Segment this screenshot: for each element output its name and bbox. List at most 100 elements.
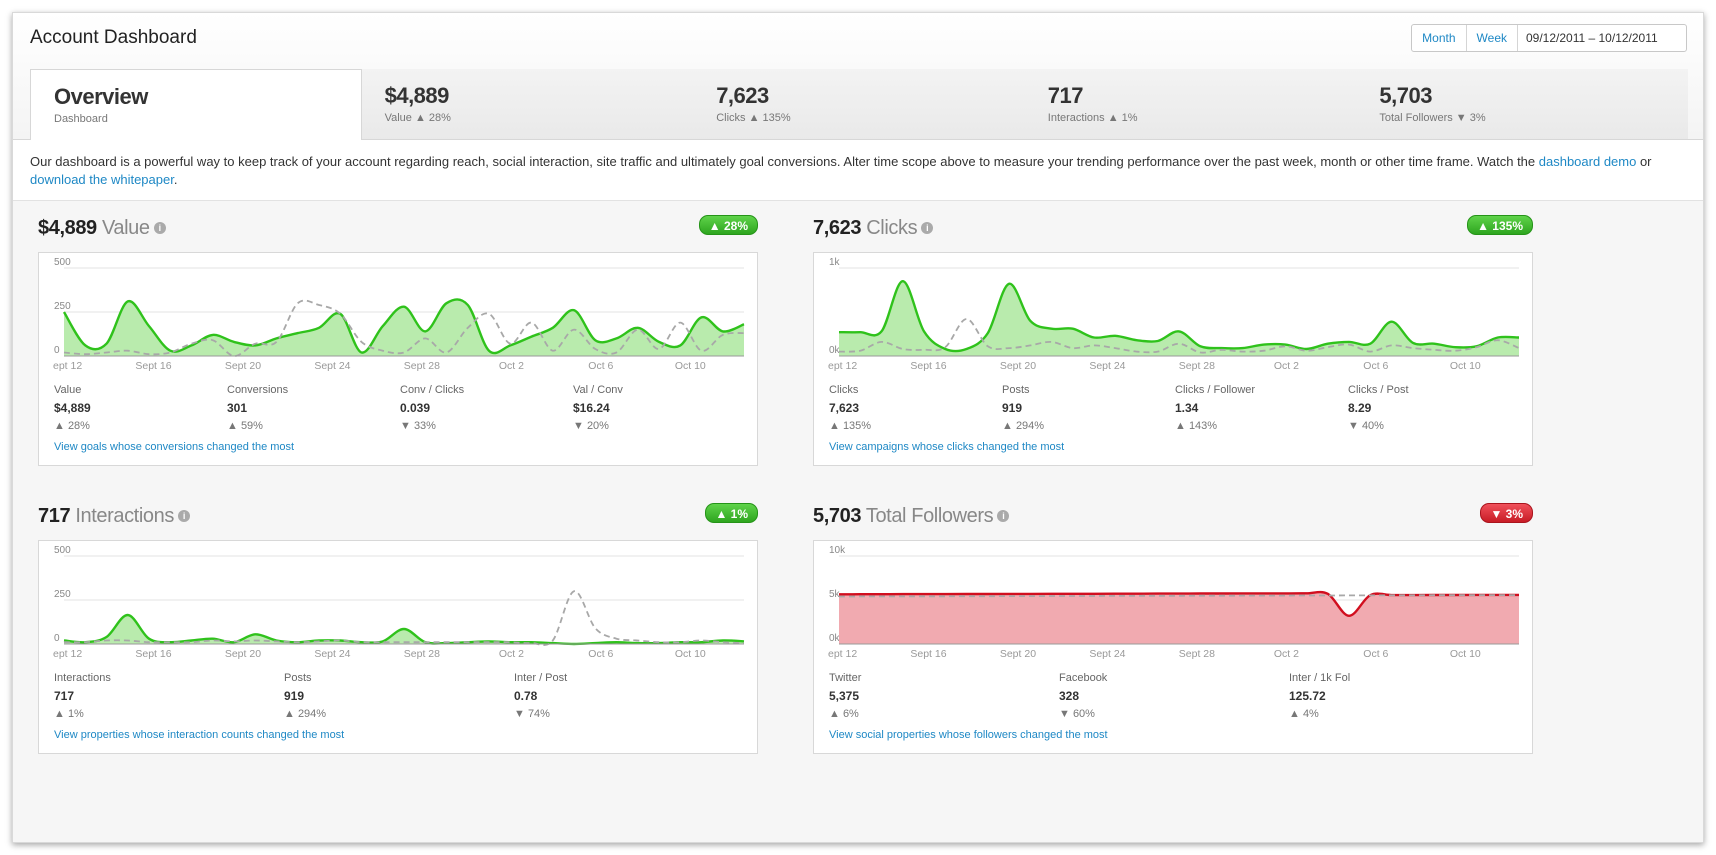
metric-tabs: Overview Dashboard $4,889 Value ▲ 28% 7,…	[30, 69, 1688, 140]
stat-change: ▲ 1%	[54, 708, 84, 720]
stat-label: Value	[54, 384, 82, 396]
previous-period-line	[838, 594, 1519, 598]
tab-overview[interactable]: Overview Dashboard	[30, 69, 362, 140]
social-properties-link[interactable]: View social properties whose followers c…	[829, 729, 1108, 741]
value-chart: 500 250 0 ept 12 Sept 16 Sept 20 Sept 24 Sept 2…	[53, 257, 745, 372]
chart-card: 1k 0k ept 12 Sept 16 Sept 20 Sept 24 Sept 28 Oc…	[813, 252, 1533, 466]
tab-big-text: Overview	[54, 84, 148, 109]
stat-facebook: Facebook 328 ▼ 60%	[1059, 672, 1289, 720]
panel-title-label: Interactions	[75, 505, 174, 527]
stat-number: 717	[54, 689, 75, 703]
series-area	[839, 281, 1519, 356]
y-tick-label: 250	[54, 589, 71, 600]
properties-link[interactable]: View properties whose interaction counts…	[54, 729, 345, 741]
interactions-panel: 717 Interactions i ▲ 1% 500 250 0 ept 12 Sept…	[38, 503, 758, 803]
stat-label: Conversions	[227, 384, 289, 396]
panel-title-label: Value	[101, 217, 150, 239]
x-tick-label: Sept 28	[1179, 648, 1215, 660]
stats-row: Twitter 5,375 ▲ 6% Facebook 328 ▼ 60% In…	[829, 672, 1519, 720]
stat-number: 5,375	[829, 689, 860, 703]
chart-card: 500 250 0 ept 12 Sept 16 Sept 20 Sept 24 Sept 2…	[38, 540, 758, 754]
tab-big-text: $4,889	[384, 83, 450, 108]
x-tick-label: Sept 20	[225, 648, 261, 660]
x-tick-label: Sept 24	[1089, 360, 1125, 372]
x-tick-label: ept 12	[828, 360, 857, 372]
y-tick-label: 5k	[829, 589, 841, 600]
month-button[interactable]: Month	[1412, 25, 1467, 51]
tab-interactions[interactable]: 717 Interactions ▲ 1%	[1024, 69, 1357, 140]
x-tick-label: Oct 10	[675, 360, 706, 372]
panel-title: 5,703 Total Followers i	[813, 505, 1010, 528]
stats-row: Clicks 7,623 ▲ 135% Posts 919 ▲ 294% Cli…	[829, 384, 1521, 432]
stat-number: 7,623	[829, 401, 860, 415]
previous-period-line	[63, 590, 745, 646]
tab-small-text: Total Followers ▼ 3%	[1379, 112, 1486, 124]
y-tick-label: 500	[54, 545, 71, 556]
previous-period-line	[838, 318, 1520, 354]
stat-label: Interactions	[54, 672, 111, 684]
whitepaper-link[interactable]: download the whitepaper	[30, 172, 174, 187]
stat-label: Posts	[284, 672, 312, 684]
stat-label: Facebook	[1059, 672, 1108, 684]
stat-label: Twitter	[829, 672, 862, 684]
trend-badge: ▲ 135%	[1467, 215, 1533, 235]
tab-total-followers[interactable]: 5,703 Total Followers ▼ 3%	[1356, 69, 1688, 140]
stat-change: ▲ 59%	[227, 420, 263, 432]
stat-val-conv: Val / Conv $16.24 ▼ 20%	[573, 384, 746, 432]
x-tick-label: Sept 24	[1089, 648, 1125, 660]
x-tick-label: Sept 16	[135, 360, 171, 372]
stat-posts: Posts 919 ▲ 294%	[284, 672, 514, 720]
x-tick-label: Oct 10	[675, 648, 706, 660]
panel-header: 717 Interactions i ▲ 1%	[38, 503, 758, 543]
goals-link[interactable]: View goals whose conversions changed the…	[54, 441, 295, 453]
stat-change: ▲ 294%	[284, 708, 327, 720]
panel-title: 717 Interactions i	[38, 505, 190, 528]
x-tick-label: Sept 28	[1179, 360, 1215, 372]
week-button[interactable]: Week	[1467, 25, 1518, 51]
tab-big-text: 5,703	[1379, 83, 1432, 108]
x-tick-label: Oct 10	[1450, 648, 1481, 660]
stat-number: 8.29	[1348, 401, 1372, 415]
stat-clicks-post: Clicks / Post 8.29 ▼ 40%	[1348, 384, 1521, 432]
panel-title-label: Total Followers	[865, 505, 994, 527]
stat-label: Inter / Post	[514, 672, 568, 684]
y-tick-label: 1k	[829, 257, 841, 268]
stat-number: 0.039	[400, 401, 431, 415]
info-icon[interactable]: i	[997, 509, 1010, 522]
date-range-field[interactable]: 09/12/2011 – 10/12/2011	[1526, 31, 1658, 45]
interactions-chart: 500 250 0 ept 12 Sept 16 Sept 20 Sept 24 Sept 2…	[53, 545, 745, 660]
info-icon[interactable]: i	[177, 509, 190, 522]
stat-conversions: Conversions 301 ▲ 59%	[227, 384, 400, 432]
stat-inter-post: Inter / Post 0.78 ▼ 74%	[514, 672, 744, 720]
x-tick-label: Sept 20	[1000, 360, 1036, 372]
followers-chart: 10k 5k 0k ept 12 Sept 16 Sept 20 Sept 24 Sept 2…	[828, 545, 1519, 660]
x-tick-label: Sept 20	[225, 360, 261, 372]
stat-label: Inter / 1k Fol	[1289, 672, 1351, 684]
series-area	[64, 299, 744, 356]
stat-number: 919	[1002, 401, 1023, 415]
top-bar: Account Dashboard Month Week 09/12/2011 …	[13, 13, 1703, 140]
tab-value[interactable]: $4,889 Value ▲ 28%	[361, 69, 694, 140]
dashboard-demo-link[interactable]: dashboard demo	[1538, 154, 1637, 169]
panel-title: 7,623 Clicks i	[813, 217, 934, 240]
y-tick-label: 250	[54, 301, 71, 312]
x-tick-label: Sept 24	[314, 360, 350, 372]
stat-label: Clicks / Follower	[1175, 384, 1256, 396]
campaigns-link[interactable]: View campaigns whose clicks changed the …	[829, 441, 1065, 453]
info-icon[interactable]: i	[921, 221, 934, 234]
stat-number: 125.72	[1289, 689, 1326, 703]
stat-change: ▲ 28%	[54, 420, 90, 432]
info-icon[interactable]: i	[153, 221, 166, 234]
stat-change: ▼ 33%	[400, 420, 436, 432]
stat-label: Clicks	[829, 384, 859, 396]
stat-label: Val / Conv	[573, 384, 623, 396]
clicks-panel: 7,623 Clicks i ▲ 135% 1k 0k ept 12 Sept 16 Se…	[813, 215, 1533, 515]
stat-number: $4,889	[54, 401, 91, 415]
time-scope-control: Month Week 09/12/2011 – 10/12/2011	[1411, 24, 1687, 52]
intro-text: Our dashboard is a powerful way to keep …	[13, 139, 1703, 201]
dashboard-window: Account Dashboard Month Week 09/12/2011 …	[12, 12, 1704, 843]
tab-small-text: Dashboard	[54, 113, 108, 125]
tab-clicks[interactable]: 7,623 Clicks ▲ 135%	[693, 69, 1025, 140]
x-tick-label: Sept 16	[135, 648, 171, 660]
stats-row: Interactions 717 ▲ 1% Posts 919 ▲ 294% I…	[54, 672, 744, 720]
